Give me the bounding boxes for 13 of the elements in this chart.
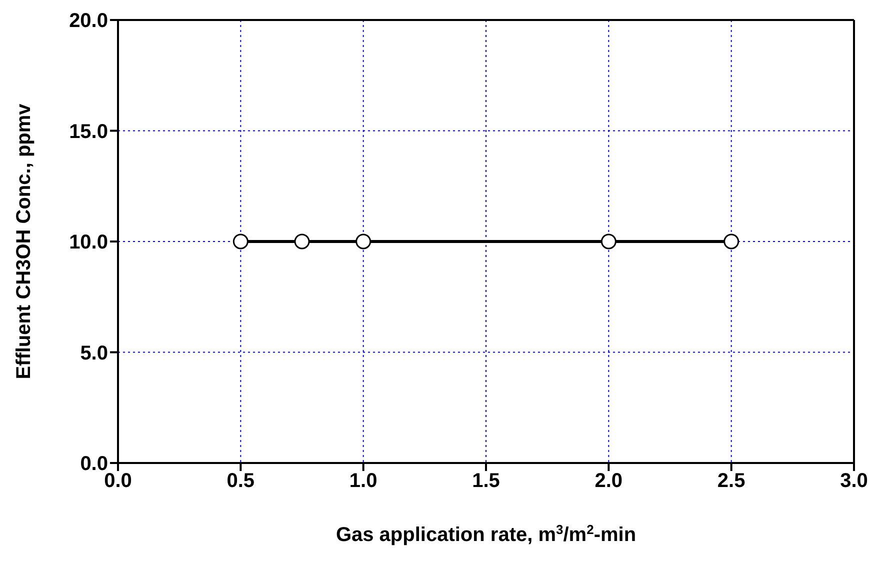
y-axis-title: Effluent CH3OH Conc., ppmv [13, 102, 35, 380]
x-axis-title: Gas application rate, m$^{3}$/m$^{2}$-min [336, 522, 636, 546]
x-tick-label: 2.0 [594, 470, 623, 492]
x-tick-label: 2.5 [717, 470, 746, 492]
y-tick-label: 5.0 [80, 342, 108, 364]
y-tick-label: 10.0 [69, 232, 108, 254]
y-tick-label: 15.0 [69, 120, 108, 143]
x-tick-label: 1.0 [349, 470, 378, 492]
x-tick-label: 0.0 [104, 470, 132, 492]
y-tick-label: 20.0 [69, 10, 108, 32]
x-tick-label: 0.5 [226, 470, 255, 492]
x-tick-label: 1.5 [472, 470, 500, 492]
x-tick-label: 3.0 [840, 470, 868, 492]
